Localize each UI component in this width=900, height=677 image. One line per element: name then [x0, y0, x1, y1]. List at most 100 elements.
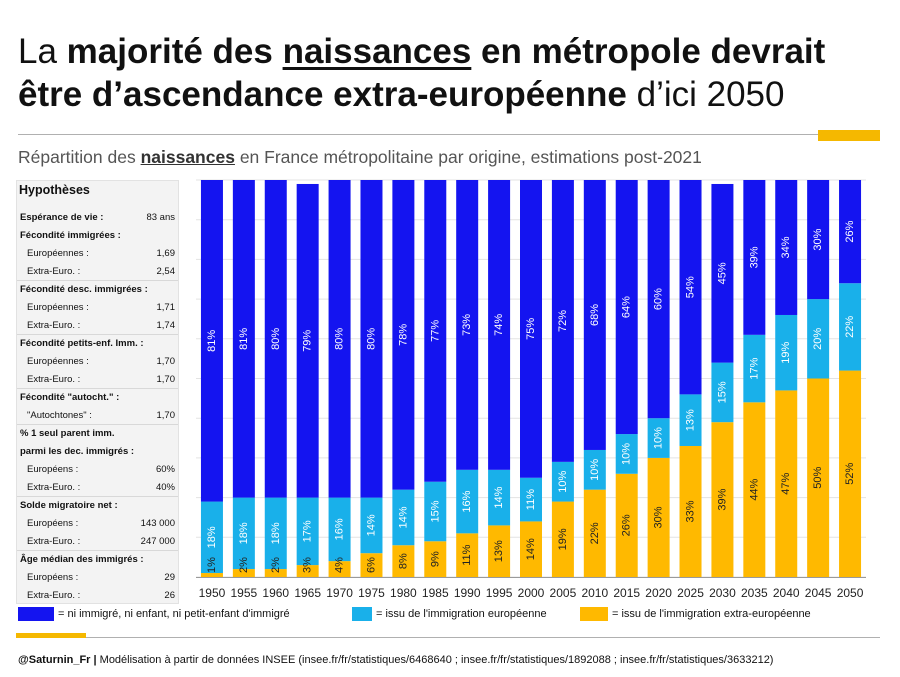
legend-item-extra: = issu de l'immigration extra-européenne — [580, 606, 811, 622]
hypothesis-row: Extra-Euro. : 1,70 — [20, 371, 175, 389]
bar-segment-native — [807, 180, 830, 300]
x-tick-label: 2045 — [805, 586, 832, 600]
hypothesis-row: Extra-Euro. : 26 — [20, 587, 175, 605]
hypothesis-label: Espérance de vie : — [20, 212, 104, 223]
x-tick-label: 1955 — [231, 586, 258, 600]
bar-segment-native — [360, 180, 383, 498]
title-part-underlined: naissances — [282, 32, 472, 71]
header-divider — [18, 134, 818, 135]
data-label-native: 30% — [812, 228, 824, 250]
hypothesis-label: Fécondité desc. immigrées : — [20, 284, 148, 295]
hypothesis-row: Européennes : 1,69 — [20, 245, 175, 263]
data-label-extra: 33% — [685, 500, 697, 522]
hypothesis-row: "Autochtones" : 1,70 — [20, 407, 175, 425]
hypothesis-label: Extra-Euro. : — [27, 590, 81, 601]
header-accent-bar — [818, 130, 880, 141]
hypotheses-separator — [17, 496, 178, 497]
data-label-european: 18% — [238, 522, 250, 544]
bar-segment-european — [232, 497, 255, 570]
hypothesis-row: Fécondité desc. immigrées : — [20, 281, 175, 299]
x-tick-label: 1995 — [486, 586, 513, 600]
legend-label-european: = issu de l'immigration européenne — [376, 608, 547, 620]
hypothesis-label: Européens : — [27, 518, 79, 529]
data-label-european: 17% — [748, 357, 760, 379]
hypothesis-row: Extra-Euro. : 2,54 — [20, 263, 175, 281]
data-label-european: 17% — [302, 520, 314, 542]
x-tick-label: 2035 — [741, 586, 768, 600]
bar-segment-european — [200, 501, 223, 574]
x-tick-label: 1980 — [390, 586, 417, 600]
subtitle-emphasis: naissances — [140, 147, 235, 167]
hypothesis-row: % 1 seul parent imm. — [20, 425, 175, 443]
data-label-european: 22% — [844, 316, 856, 338]
bar-segment-extra — [679, 445, 702, 577]
legend-swatch-european — [352, 607, 372, 621]
bar-segment-native — [424, 180, 447, 482]
hypotheses-separator — [17, 388, 178, 389]
data-label-native: 79% — [302, 330, 314, 352]
bar-segment-extra — [583, 489, 606, 577]
hypothesis-label: Européens : — [27, 572, 79, 583]
hypothesis-label: Fécondité "autocht." : — [20, 392, 120, 403]
bar-segment-extra — [839, 370, 862, 577]
data-label-native: 45% — [716, 262, 728, 284]
bar-segment-extra — [551, 501, 574, 577]
hypothesis-label: Extra-Euro. : — [27, 374, 81, 385]
data-label-extra: 13% — [493, 540, 505, 562]
bar-segment-native — [488, 180, 511, 470]
data-label-extra: 2% — [270, 557, 282, 573]
bar-segment-native — [551, 180, 574, 462]
hypothesis-value: 1,70 — [156, 374, 176, 385]
data-label-native: 74% — [493, 314, 505, 336]
data-label-european: 15% — [716, 381, 728, 403]
bar-segment-european — [328, 497, 351, 562]
bar-segment-european — [488, 469, 511, 526]
title-part-bold: être d’ascendance extra-européenne — [18, 75, 627, 114]
x-tick-label: 1990 — [454, 586, 481, 600]
data-label-extra: 39% — [716, 488, 728, 510]
hypothesis-row: Fécondité "autocht." : — [20, 389, 175, 407]
bar-segment-extra — [200, 573, 223, 577]
legend-swatch-native — [18, 607, 54, 621]
legend-label-native: = ni immigré, ni enfant, ni petit-enfant… — [58, 608, 290, 620]
bar-segment-native — [520, 180, 542, 478]
bar-segment-european — [583, 449, 606, 490]
x-tick-label: 2010 — [581, 586, 608, 600]
author-handle: @Saturnin_Fr | — [18, 654, 97, 666]
bar-segment-european — [775, 314, 798, 391]
bar-segment-native — [200, 180, 223, 502]
bar-segment-european — [679, 394, 702, 446]
bar-segment-european — [264, 497, 287, 570]
title-part: d’ici 2050 — [626, 75, 785, 114]
bar-segment-extra — [807, 378, 830, 577]
bar-segment-european — [456, 469, 479, 534]
hypothesis-value: 1,70 — [156, 410, 176, 421]
data-label-european: 10% — [589, 459, 601, 481]
hypothesis-label: Solde migratoire net : — [20, 500, 118, 511]
data-label-european: 10% — [653, 427, 665, 449]
bar-segment-european — [392, 489, 415, 546]
bar-segment-native — [328, 180, 351, 498]
data-label-european: 11% — [525, 489, 537, 510]
x-tick-label: 1985 — [422, 586, 449, 600]
hypothesis-row: Solde migratoire net : — [20, 497, 175, 515]
hypothesis-value: 26 — [164, 590, 175, 601]
hypothesis-row: Extra-Euro. : 40% — [20, 479, 175, 497]
legend-item-native: = ni immigré, ni enfant, ni petit-enfant… — [18, 606, 290, 622]
data-label-european: 18% — [270, 522, 282, 544]
hypothesis-row: Extra-Euro. : 247 000 — [20, 533, 175, 551]
data-label-european: 18% — [206, 526, 218, 548]
hypothesis-value: 1,70 — [156, 356, 176, 367]
bar-segment-extra — [488, 525, 511, 577]
bar-segment-european — [615, 434, 638, 474]
data-label-native: 77% — [429, 320, 441, 342]
x-tick-label: 2005 — [550, 586, 577, 600]
bar-segment-native — [456, 180, 479, 470]
data-label-extra: 14% — [525, 538, 537, 560]
data-label-native: 73% — [461, 314, 473, 336]
x-tick-label: 2040 — [773, 586, 800, 600]
title-part-bold: majorité des — [66, 32, 283, 71]
data-label-extra: 52% — [844, 463, 856, 485]
data-label-native: 81% — [238, 328, 250, 350]
title-part-bold: en métropole devrait — [471, 32, 826, 71]
